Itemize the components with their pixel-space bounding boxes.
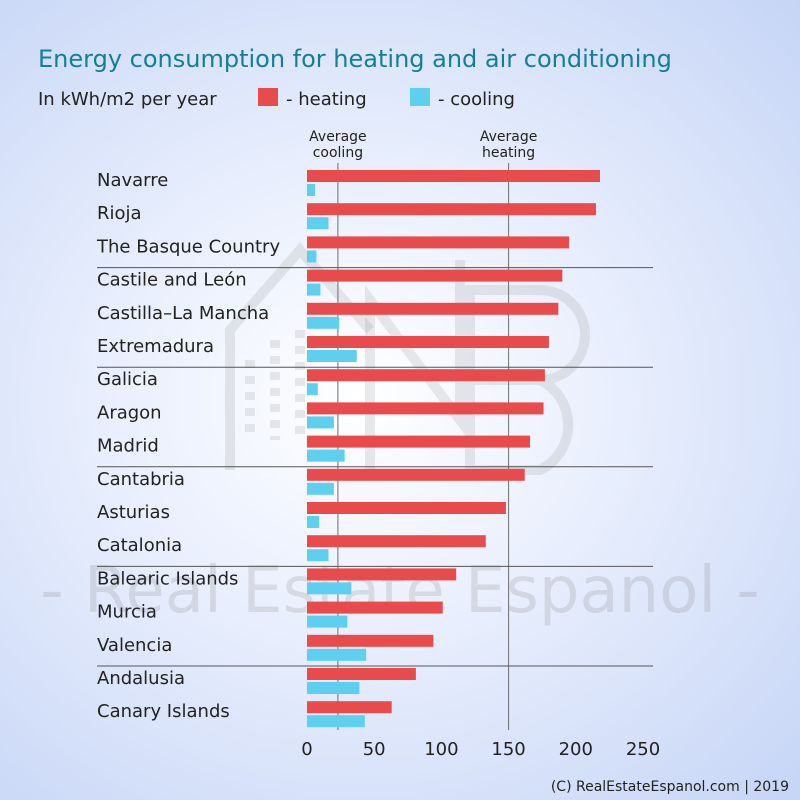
bar-cooling-11 [307, 549, 329, 562]
x-tick-4: 200 [559, 739, 593, 760]
bar-heating-14 [307, 634, 434, 647]
bar-cooling-9 [307, 482, 334, 495]
category-label-3: Castile and León [97, 270, 247, 291]
reference-label-0-0: Average [309, 129, 367, 145]
bar-cooling-1 [307, 217, 329, 230]
chart-subtitle: In kWh/m2 per year [38, 89, 217, 110]
group-separators [97, 267, 653, 667]
bar-cooling-5 [307, 350, 357, 362]
bars [307, 170, 600, 728]
bar-cooling-12 [307, 582, 352, 595]
bar-cooling-15 [307, 682, 360, 694]
bar-heating-4 [307, 302, 559, 315]
legend-label-1: - cooling [438, 89, 515, 110]
category-label-13: Murcia [97, 602, 157, 623]
bar-cooling-8 [307, 449, 345, 462]
legend: - heating - cooling [258, 88, 515, 110]
bar-heating-1 [307, 203, 596, 216]
bar-heating-5 [307, 336, 549, 348]
bar-cooling-3 [307, 283, 321, 296]
copyright: (C) RealEstateEspanol.com | 2019 [551, 779, 789, 795]
bar-cooling-0 [307, 184, 316, 196]
bar-cooling-13 [307, 615, 348, 628]
bar-heating-2 [307, 236, 570, 249]
category-label-2: The Basque Country [96, 236, 280, 257]
legend-swatch-0 [258, 88, 278, 106]
bar-heating-0 [307, 170, 600, 182]
bar-heating-8 [307, 435, 531, 448]
reference-label-1-1: heating [482, 145, 535, 161]
category-label-4: Castilla–La Mancha [97, 303, 269, 324]
category-label-0: Navarre [97, 170, 168, 191]
category-labels: Navarre Rioja The Basque Country Castile an… [96, 170, 280, 722]
x-tick-5: 250 [626, 739, 660, 760]
category-label-12: Balearic Islands [97, 568, 238, 589]
bar-cooling-2 [307, 250, 317, 263]
bar-heating-16 [307, 701, 392, 714]
bar-heating-13 [307, 601, 443, 614]
bar-heating-12 [307, 568, 457, 581]
legend-label-0: - heating [286, 89, 367, 110]
category-label-14: Valencia [97, 635, 172, 656]
bar-heating-6 [307, 369, 545, 382]
category-label-1: Rioja [97, 203, 142, 224]
bar-cooling-10 [307, 516, 320, 528]
category-label-7: Aragon [97, 402, 162, 423]
bar-heating-3 [307, 269, 563, 282]
reference-label-0-1: cooling [313, 145, 363, 161]
category-label-6: Galicia [97, 369, 158, 390]
x-axis-ticks: 0 50 100 150 200 250 [301, 739, 660, 760]
legend-swatch-1 [410, 88, 430, 106]
category-label-11: Catalonia [97, 535, 182, 556]
bar-cooling-4 [307, 316, 340, 329]
category-label-15: Andalusia [97, 668, 185, 689]
bar-heating-15 [307, 668, 416, 680]
category-label-9: Cantabria [97, 469, 185, 490]
x-tick-0: 0 [301, 739, 312, 760]
category-label-5: Extremadura [97, 336, 214, 357]
category-label-8: Madrid [97, 436, 159, 457]
reference-label-1-0: Average [480, 129, 538, 145]
bar-heating-7 [307, 402, 544, 415]
bar-cooling-16 [307, 715, 365, 728]
bar-heating-9 [307, 468, 525, 481]
x-tick-1: 50 [363, 739, 386, 760]
bar-cooling-7 [307, 416, 334, 429]
x-tick-2: 100 [424, 739, 458, 760]
chart-title: Energy consumption for heating and air c… [38, 45, 672, 73]
bar-heating-11 [307, 535, 486, 548]
category-label-16: Canary Islands [97, 701, 230, 722]
category-label-10: Asturias [97, 502, 170, 523]
bar-cooling-6 [307, 383, 318, 396]
bar-heating-10 [307, 502, 506, 514]
x-tick-3: 150 [491, 739, 525, 760]
bar-cooling-14 [307, 648, 367, 661]
